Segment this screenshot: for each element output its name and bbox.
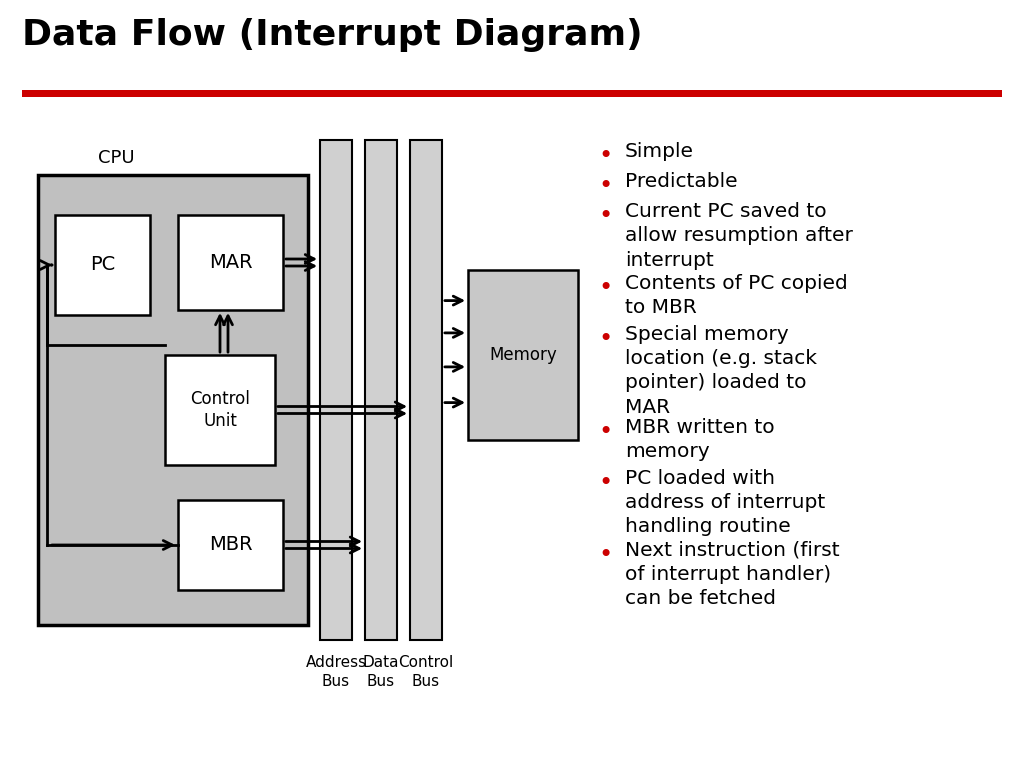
Text: Predictable: Predictable [625,172,737,191]
Bar [178,215,283,310]
Bar [55,215,150,315]
Text: MBR: MBR [209,535,252,554]
Bar [319,140,352,640]
Text: Memory: Memory [489,346,557,364]
Text: •: • [598,174,612,198]
Bar [410,140,442,640]
Text: Address
Bus: Address Bus [305,655,367,689]
Text: CPU: CPU [98,149,134,167]
Bar [178,500,283,590]
Bar [38,175,308,625]
Bar [165,355,275,465]
Bar [22,90,1002,97]
Text: Contents of PC copied
to MBR: Contents of PC copied to MBR [625,274,848,317]
Text: Control
Unit: Control Unit [190,390,250,430]
Text: Next instruction (first
of interrupt handler)
can be fetched: Next instruction (first of interrupt han… [625,541,840,608]
Text: •: • [598,144,612,168]
Text: •: • [598,276,612,300]
Text: Data
Bus: Data Bus [362,655,399,689]
Text: •: • [598,471,612,495]
Bar [365,140,397,640]
Text: •: • [598,204,612,228]
Text: Control
Bus: Control Bus [398,655,454,689]
Text: Data Flow (Interrupt Diagram): Data Flow (Interrupt Diagram) [22,18,643,52]
Text: •: • [598,543,612,567]
Text: Simple: Simple [625,142,694,161]
Text: PC: PC [90,256,115,274]
Bar [468,270,578,440]
Text: MBR written to
memory: MBR written to memory [625,418,774,462]
Text: PC loaded with
address of interrupt
handling routine: PC loaded with address of interrupt hand… [625,469,825,537]
Text: •: • [598,327,612,351]
Text: Current PC saved to
allow resumption after
interrupt: Current PC saved to allow resumption aft… [625,202,853,270]
Text: MAR: MAR [209,253,252,272]
Text: •: • [598,420,612,444]
Text: Special memory
location (e.g. stack
pointer) loaded to
MAR: Special memory location (e.g. stack poin… [625,325,817,417]
